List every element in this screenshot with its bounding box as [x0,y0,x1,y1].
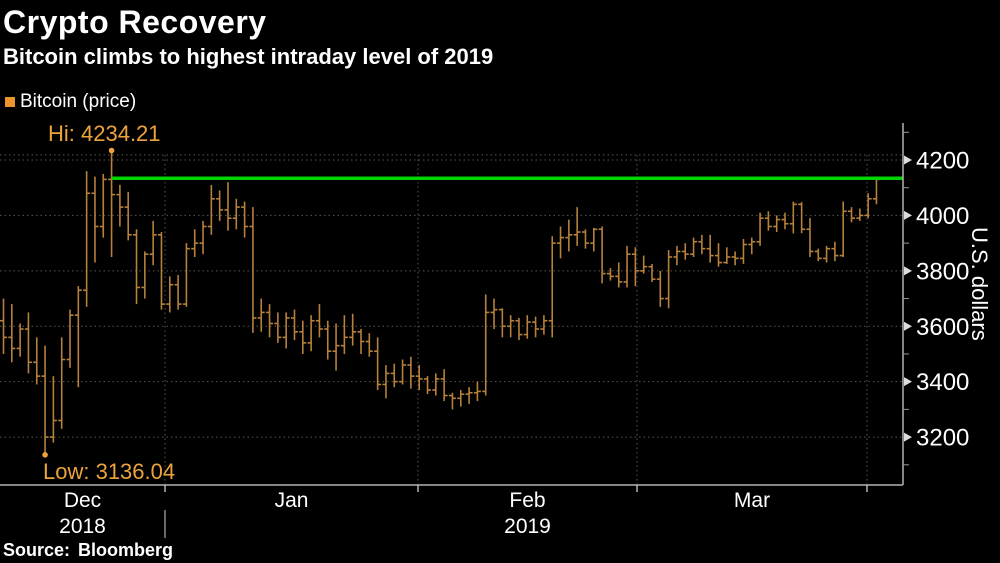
legend: Bitcoin (price) [5,91,136,113]
y-tick-label: 4200 [916,148,969,175]
y-tick-label: 3800 [916,258,969,285]
chart-subtitle: Bitcoin climbs to highest intraday level… [3,44,494,69]
y-tick-arrow-icon [904,377,912,387]
x-month-label: Jan [275,489,309,512]
y-tick-arrow-icon [904,432,912,442]
y-tick-label: 4000 [916,203,969,230]
low-annotation: Low: 3136.04 [43,459,176,484]
high-marker-dot [108,147,115,154]
y-tick-arrow-icon [904,210,912,220]
chart-title: Crypto Recovery [3,4,267,40]
y-axis-title: U.S. dollars [967,227,992,341]
high-annotation: Hi: 4234.21 [48,121,161,146]
x-month-label: Feb [509,489,545,512]
low-marker-dot [42,452,48,458]
x-month-label: Mar [734,489,770,512]
y-tick-label: 3200 [916,425,969,452]
legend-label: Bitcoin (price) [20,91,137,112]
x-year-label: 2019 [504,515,551,538]
legend-swatch-icon [5,97,15,107]
y-tick-label: 3600 [916,314,969,341]
source-credit: Source: Bloomberg [3,540,174,560]
x-year-label: 2018 [59,515,106,538]
x-month-label: Dec [64,489,101,512]
y-tick-arrow-icon [904,266,912,276]
y-tick-arrow-icon [904,321,912,331]
y-tick-label: 3400 [916,369,969,396]
y-tick-arrow-icon [904,155,912,165]
